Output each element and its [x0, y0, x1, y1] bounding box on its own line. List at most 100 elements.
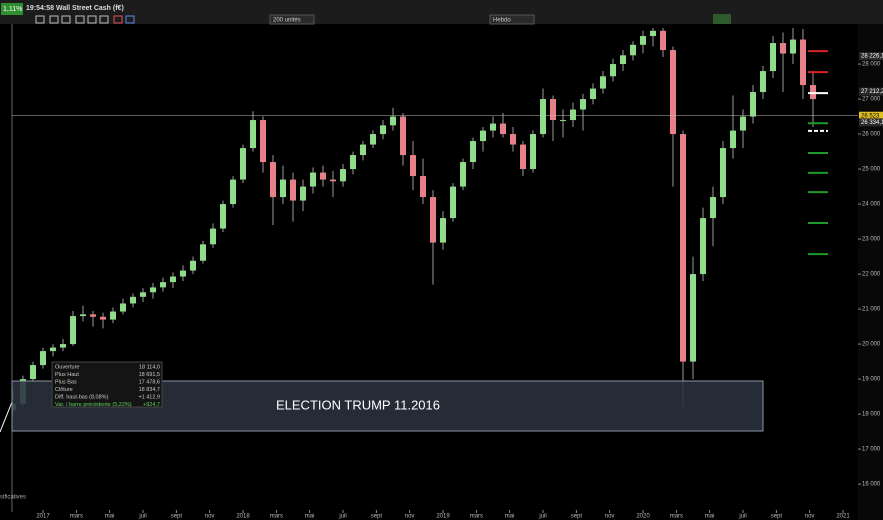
candle-body: [440, 218, 446, 243]
candle-body: [100, 316, 106, 320]
candle-body: [610, 64, 616, 77]
units: 200 unités: [273, 18, 301, 24]
candle-body: [510, 134, 516, 145]
info-value: 18 691,5: [139, 372, 160, 378]
candle-body: [630, 44, 636, 56]
x-tick-label: 2019: [436, 514, 450, 520]
x-tick-label: mai: [305, 514, 315, 520]
candle-body: [200, 244, 206, 261]
candle-body: [270, 162, 276, 198]
candle-body: [50, 347, 56, 352]
candle-body: [540, 99, 546, 135]
candle-body: [190, 260, 196, 271]
candle-body: [810, 85, 816, 100]
x-tick-label: mai: [505, 514, 515, 520]
candle-body: [250, 120, 256, 149]
candle-body: [280, 179, 286, 198]
candle-body: [140, 292, 146, 297]
y-tick-label: 26 000: [862, 132, 881, 138]
y-tick-label: 20 000: [862, 342, 881, 348]
x-tick-label: 2020: [636, 514, 650, 520]
price-tag: [859, 87, 883, 96]
candle-body: [450, 186, 456, 219]
candle-body: [220, 204, 226, 229]
candle-body: [380, 125, 386, 135]
candle-body: [110, 311, 116, 320]
candle-body: [800, 39, 806, 86]
period: Hebdo: [493, 18, 511, 24]
candle-body: [760, 71, 766, 93]
x-tick-label: sept: [171, 514, 183, 520]
candle-body: [180, 270, 186, 277]
x-tick-label: nov: [205, 514, 215, 520]
candle-body: [240, 148, 246, 180]
x-tick-label: juil: [538, 514, 546, 520]
x-tick-label: mars: [470, 514, 483, 520]
current-price-tag: [859, 111, 883, 120]
period-select[interactable]: [489, 14, 535, 25]
x-tick-label: nov: [405, 514, 415, 520]
x-tick-label: mars: [270, 514, 283, 520]
candle-body: [460, 162, 466, 187]
x-tick-label: nov: [605, 514, 615, 520]
y-tick-label: 22 000: [862, 272, 881, 278]
candle-body: [650, 30, 656, 37]
candle-body: [520, 144, 526, 170]
candle-body: [680, 134, 686, 362]
info-value: 18 834,7: [139, 387, 160, 393]
candle-body: [560, 120, 566, 122]
candle-body: [410, 155, 416, 177]
price-tag-label: 27 212,2: [861, 89, 883, 95]
x-tick-label: 2018: [236, 514, 250, 520]
info-label: Plus Haut: [55, 372, 79, 378]
y-tick-label: 25 000: [862, 167, 881, 173]
candle-body: [620, 55, 626, 65]
candle-body: [500, 123, 506, 135]
x-tick-label: mars: [70, 514, 83, 520]
candle-body: [400, 116, 406, 156]
candle-body: [740, 116, 746, 131]
y-tick-label: 18 000: [862, 412, 881, 418]
info-value: 17 478,6: [139, 379, 160, 385]
chart-type-button[interactable]: [713, 14, 731, 24]
candle-body: [670, 50, 676, 135]
candle-body: [700, 218, 706, 275]
y-tick-label: 23 000: [862, 237, 881, 243]
x-tick-label: juil: [338, 514, 346, 520]
x-tick-label: 2021: [836, 514, 850, 520]
y-axis-area: [858, 24, 883, 520]
info-value: +1 412,9: [138, 394, 160, 400]
units-select[interactable]: [269, 14, 315, 25]
candle-body: [350, 155, 356, 170]
toolbar: [0, 0, 883, 24]
candle-body: [370, 134, 376, 145]
candle-body: [300, 186, 306, 201]
candle-body: [550, 99, 556, 121]
candle-body: [130, 296, 136, 304]
annotation: ELECTION TRUMP 11.2016: [276, 397, 440, 412]
candle-body: [340, 169, 346, 182]
y-tick-label: 17 000: [862, 447, 881, 453]
candle-body: [310, 172, 316, 187]
candle-body: [360, 144, 366, 156]
price-tag: [859, 52, 883, 61]
tool-icons[interactable]: [35, 15, 135, 24]
x-tick-label: nov: [805, 514, 815, 520]
candle-body: [40, 351, 46, 366]
info-value: +924,7: [143, 402, 160, 408]
x-tick-label: mai: [105, 514, 115, 520]
candle-body: [710, 197, 716, 219]
candle-body: [150, 287, 156, 293]
candle-body: [320, 172, 326, 180]
info-label: Clôture: [55, 387, 73, 393]
candle-body: [330, 179, 336, 182]
y-tick-label: 27 000: [862, 97, 881, 103]
candle-body: [490, 123, 496, 131]
pointer-arrow: [0, 401, 13, 433]
candle-body: [600, 76, 606, 89]
x-tick-label: sept: [771, 514, 783, 520]
candle-body: [660, 30, 666, 51]
y-tick-label: 24 000: [862, 202, 881, 208]
